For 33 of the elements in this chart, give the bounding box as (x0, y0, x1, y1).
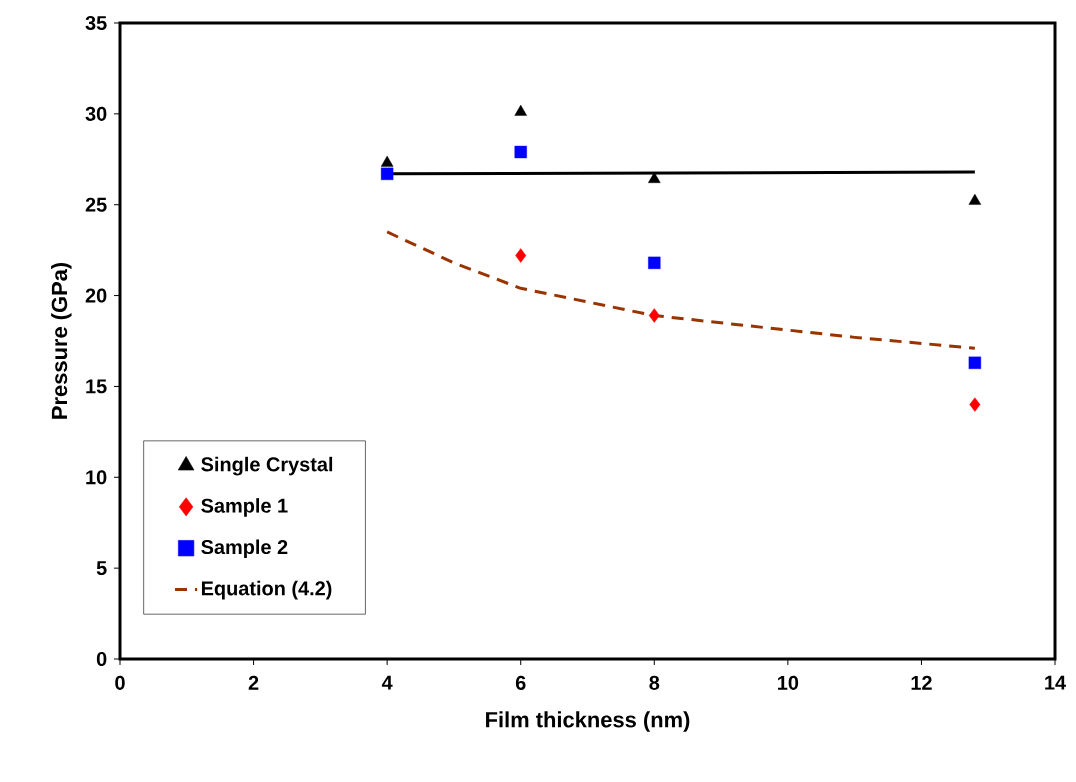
y-tick-label: 30 (85, 106, 107, 121)
y-tick-label: 35 (85, 15, 107, 31)
y-tick-label: 0 (96, 651, 107, 667)
x-tick-label: 10 (778, 675, 799, 690)
point (380, 155, 394, 167)
y-axis-title: Pressure (GPa) (51, 262, 72, 419)
legend-label: Sample 2 (201, 539, 288, 559)
point (648, 256, 661, 270)
point (514, 145, 527, 159)
y-tick-label: 20 (85, 288, 107, 303)
x-tick-label: 4 (381, 675, 393, 690)
y-tick-label: 5 (96, 561, 107, 576)
legend-label: Single Crystal (201, 456, 333, 476)
point (380, 167, 394, 180)
x-tick-label: 6 (515, 675, 526, 690)
point (515, 248, 527, 263)
x-tick-label: 2 (248, 675, 259, 690)
x-tick-label: 14 (1045, 675, 1066, 690)
y-tick-label: 10 (86, 470, 107, 485)
y-tick-label: 15 (86, 379, 107, 394)
point (969, 397, 981, 412)
point (648, 308, 660, 323)
point (968, 356, 982, 369)
x-tick-label: 12 (911, 675, 932, 690)
x-tick-label: 8 (649, 675, 660, 690)
x-tick-label: 0 (115, 675, 125, 690)
point (968, 193, 982, 205)
legend-label: Sample 1 (201, 498, 288, 517)
point (514, 104, 527, 116)
y-tick-label: 25 (85, 197, 107, 212)
legend-label: Equation (4.2) (201, 580, 332, 600)
line-series (385, 230, 977, 350)
x-axis-title: Film thickness (nm) (486, 711, 690, 732)
